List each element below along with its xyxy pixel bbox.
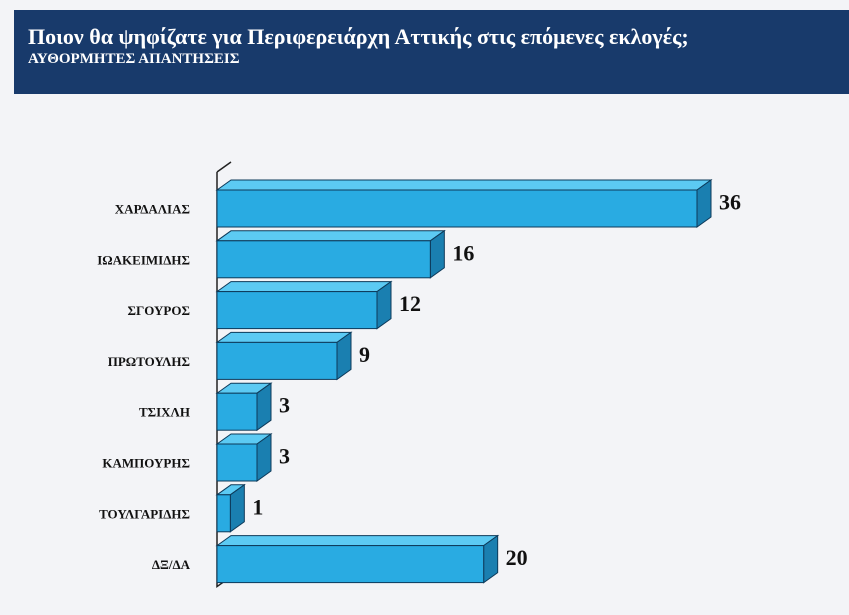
bar-front-face (216, 392, 258, 431)
value-label: 12 (399, 291, 421, 316)
value-label: 3 (279, 393, 290, 418)
category-label: ΤΣΙΧΛΗ (139, 405, 190, 420)
chart-subtitle: ΑΥΘΟΡΜΗΤΕΣ ΑΠΑΝΤΗΣΕΙΣ (28, 51, 240, 67)
value-label: 20 (506, 545, 528, 570)
bar-front-face (216, 189, 698, 228)
bar (215, 280, 393, 330)
value-label: 3 (279, 444, 290, 469)
category-label: ΠΡΩΤΟΥΛΗΣ (108, 354, 190, 369)
category-label: ΚΑΜΠΟΥΡΗΣ (102, 456, 190, 471)
bar-front-face (216, 545, 485, 584)
bar (215, 534, 500, 584)
bar-front-face (216, 240, 431, 279)
bar-top-face (215, 331, 353, 343)
bar (215, 229, 446, 279)
bar-front-face (216, 291, 378, 330)
bar-front-face (216, 494, 231, 533)
bar-top-face (215, 281, 393, 293)
bar-front-face (216, 443, 258, 482)
bar (215, 433, 273, 482)
bar-top-face (215, 535, 500, 547)
bar (215, 331, 353, 381)
value-label: 9 (359, 342, 370, 367)
category-label: ΔΞ/ΔΑ (152, 557, 191, 572)
category-label: ΤΟΥΛΓΑΡΙΔΗΣ (99, 506, 190, 521)
bar-front-face (216, 341, 338, 380)
chart-title: Ποιον θα ψηφίζατε για Περιφερειάρχη Αττι… (28, 24, 689, 49)
bar-top-face (215, 230, 446, 242)
value-label: 16 (452, 240, 474, 265)
bar (215, 179, 713, 228)
value-label: 1 (252, 494, 263, 519)
value-label: 36 (719, 190, 741, 215)
header-banner: Ποιον θα ψηφίζατε για Περιφερειάρχη Αττι… (14, 10, 849, 94)
category-label: ΣΓΟΥΡΟΣ (128, 303, 191, 318)
bar-top-face (215, 179, 713, 191)
category-label: ΧΑΡΔΑΛΙΑΣ (115, 202, 190, 217)
bars-group: ΧΑΡΔΑΛΙΑΣ 36 ΙΩΑΚΕΙΜΙΔΗΣ 16 ΣΓΟΥΡΟΣ 12 ΠΡΩΤΟΥΛ… (97, 179, 741, 584)
category-label: ΙΩΑΚΕΙΜΙΔΗΣ (97, 252, 190, 267)
bar (215, 382, 273, 432)
bar (215, 483, 246, 533)
